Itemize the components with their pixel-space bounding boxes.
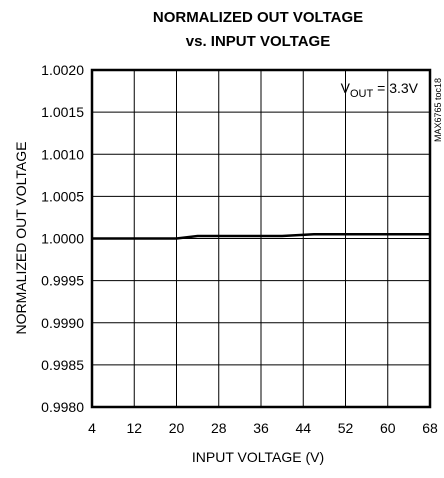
y-tick-label: 1.0020 [41, 62, 84, 78]
x-axis-label: INPUT VOLTAGE (V) [192, 449, 324, 465]
x-tick-label: 4 [88, 420, 96, 436]
x-tick-label: 12 [126, 420, 142, 436]
x-tick-label: 44 [295, 420, 311, 436]
y-axis-label: NORMALIZED OUT VOLTAGE [13, 142, 29, 335]
data-line [92, 233, 430, 240]
y-tick-label: 1.0015 [41, 104, 84, 120]
annotation-sub: OUT [350, 88, 374, 100]
y-tick-label: 0.9980 [41, 399, 84, 415]
annotation: VOUT = 3.3V [341, 80, 419, 100]
y-tick-label: 1.0010 [41, 146, 84, 162]
side-label: MAX6765 toc18 [433, 78, 443, 142]
x-tick-label: 20 [169, 420, 185, 436]
x-tick-label: 28 [211, 420, 227, 436]
y-tick-label: 1.0005 [41, 188, 84, 204]
y-tick-label: 0.9990 [41, 315, 84, 331]
y-tick-label: 0.9985 [41, 357, 84, 373]
x-tick-label: 52 [338, 420, 354, 436]
annotation-rest: = 3.3V [373, 80, 418, 96]
chart-title: vs. INPUT VOLTAGE [186, 33, 330, 50]
y-tick-label: 0.9995 [41, 273, 84, 289]
x-tick-label: 68 [422, 420, 438, 436]
x-tick-label: 36 [253, 420, 269, 436]
y-tick-label: 1.0000 [41, 231, 84, 247]
chart-title: NORMALIZED OUT VOLTAGE [153, 9, 363, 26]
x-tick-label: 60 [380, 420, 396, 436]
